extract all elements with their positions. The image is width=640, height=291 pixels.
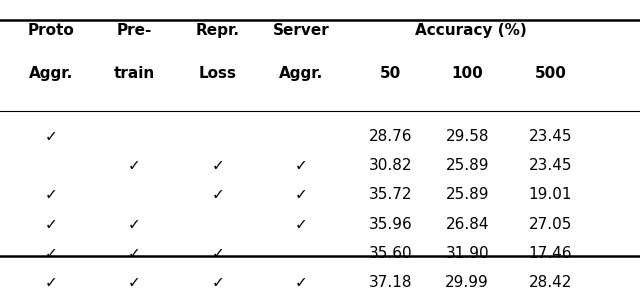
Text: 50: 50 bbox=[380, 66, 401, 81]
Text: ✓: ✓ bbox=[211, 158, 224, 173]
Text: 23.45: 23.45 bbox=[529, 158, 572, 173]
Text: ✓: ✓ bbox=[211, 275, 224, 290]
Text: ✓: ✓ bbox=[211, 246, 224, 261]
Text: ✓: ✓ bbox=[128, 158, 141, 173]
Text: 25.89: 25.89 bbox=[445, 158, 489, 173]
Text: ✓: ✓ bbox=[128, 217, 141, 232]
Text: 17.46: 17.46 bbox=[529, 246, 572, 261]
Text: Server: Server bbox=[273, 23, 329, 38]
Text: ✓: ✓ bbox=[294, 275, 307, 290]
Text: ✓: ✓ bbox=[45, 217, 58, 232]
Text: 31.90: 31.90 bbox=[445, 246, 489, 261]
Text: Accuracy (%): Accuracy (%) bbox=[415, 23, 526, 38]
Text: 19.01: 19.01 bbox=[529, 187, 572, 203]
Text: ✓: ✓ bbox=[45, 246, 58, 261]
Text: 35.60: 35.60 bbox=[369, 246, 412, 261]
Text: 37.18: 37.18 bbox=[369, 275, 412, 290]
Text: ✓: ✓ bbox=[45, 275, 58, 290]
Text: 29.99: 29.99 bbox=[445, 275, 489, 290]
Text: ✓: ✓ bbox=[294, 187, 307, 203]
Text: 28.76: 28.76 bbox=[369, 129, 412, 144]
Text: Aggr.: Aggr. bbox=[29, 66, 74, 81]
Text: 26.84: 26.84 bbox=[445, 217, 489, 232]
Text: 100: 100 bbox=[451, 66, 483, 81]
Text: 29.58: 29.58 bbox=[445, 129, 489, 144]
Text: ✓: ✓ bbox=[294, 158, 307, 173]
Text: 23.45: 23.45 bbox=[529, 129, 572, 144]
Text: Proto: Proto bbox=[28, 23, 75, 38]
Text: 30.82: 30.82 bbox=[369, 158, 412, 173]
Text: ✓: ✓ bbox=[45, 187, 58, 203]
Text: Aggr.: Aggr. bbox=[278, 66, 323, 81]
Text: ✓: ✓ bbox=[128, 246, 141, 261]
Text: 35.72: 35.72 bbox=[369, 187, 412, 203]
Text: 35.96: 35.96 bbox=[369, 217, 412, 232]
Text: Loss: Loss bbox=[198, 66, 237, 81]
Text: 28.42: 28.42 bbox=[529, 275, 572, 290]
Text: Pre-: Pre- bbox=[116, 23, 152, 38]
Text: Repr.: Repr. bbox=[196, 23, 239, 38]
Text: train: train bbox=[114, 66, 155, 81]
Text: 27.05: 27.05 bbox=[529, 217, 572, 232]
Text: ✓: ✓ bbox=[128, 275, 141, 290]
Text: 25.89: 25.89 bbox=[445, 187, 489, 203]
Text: ✓: ✓ bbox=[294, 217, 307, 232]
Text: ✓: ✓ bbox=[211, 187, 224, 203]
Text: ✓: ✓ bbox=[45, 129, 58, 144]
Text: 500: 500 bbox=[534, 66, 566, 81]
